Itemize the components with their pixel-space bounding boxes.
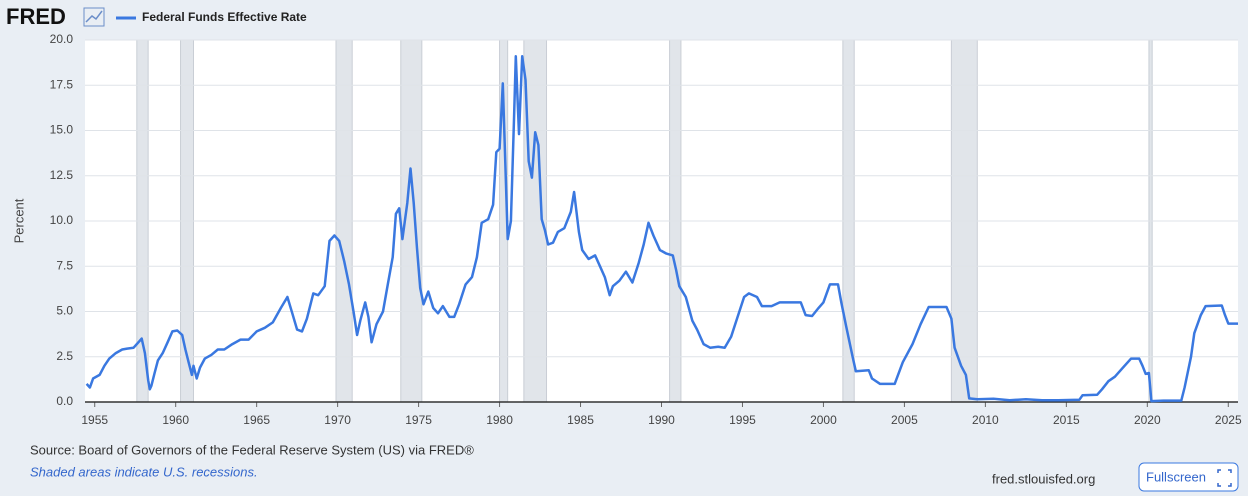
recession-note: Shaded areas indicate U.S. recessions. (30, 464, 258, 479)
x-tick-label: 1955 (81, 413, 108, 427)
source: Source: Board of Governors of the Federa… (30, 442, 474, 457)
y-tick-label: 5.0 (56, 304, 73, 318)
site-link[interactable]: fred.stlouisfed.org (992, 471, 1095, 486)
x-tick-label: 1975 (405, 413, 432, 427)
fullscreen-button[interactable]: Fullscreen (1138, 462, 1239, 492)
x-tick-label: 1995 (729, 413, 756, 427)
y-tick-label: 20.0 (50, 32, 74, 46)
x-tick-label: 2025 (1215, 413, 1242, 427)
y-tick-label: 15.0 (50, 123, 74, 137)
x-tick-label: 2005 (891, 413, 918, 427)
y-tick-label: 0.0 (56, 394, 73, 408)
logo: FRED (6, 4, 66, 29)
y-tick-label: 17.5 (50, 77, 74, 91)
y-tick-label: 12.5 (50, 168, 74, 182)
x-tick-label: 2015 (1053, 413, 1080, 427)
x-tick-label: 1965 (243, 413, 270, 427)
x-tick-label: 1990 (648, 413, 675, 427)
x-tick-label: 2010 (972, 413, 999, 427)
x-tick-label: 1980 (486, 413, 513, 427)
series-line (85, 55, 1238, 403)
y-axis-title: Percent (11, 198, 26, 243)
y-tick-label: 7.5 (56, 258, 73, 272)
legend-label: Federal Funds Effective Rate (142, 10, 307, 24)
x-tick-label: 2020 (1134, 413, 1161, 427)
x-tick-label: 1970 (324, 413, 351, 427)
x-tick-label: 2000 (810, 413, 837, 427)
logo-icon (83, 7, 105, 27)
y-tick-label: 2.5 (56, 349, 73, 363)
y-tick-label: 10.0 (50, 213, 74, 227)
x-tick-label: 1960 (162, 413, 189, 427)
button-label[interactable]: Fullscreen (1146, 469, 1206, 484)
x-tick-label: 1985 (567, 413, 594, 427)
